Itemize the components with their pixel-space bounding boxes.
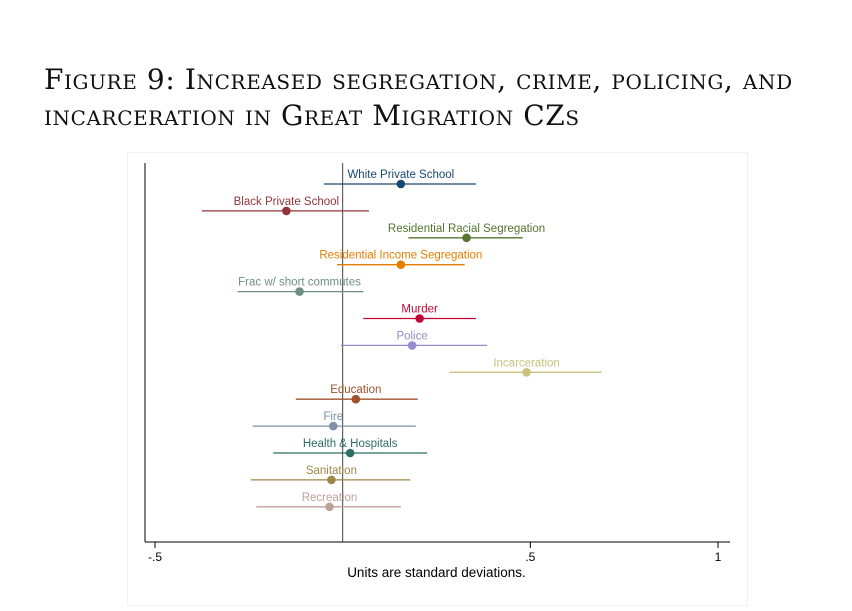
point-frac-w-short-commutes <box>295 287 304 296</box>
series-label-frac-w-short-commutes: Frac w/ short commutes <box>238 277 361 289</box>
series-label-recreation: Recreation <box>302 492 358 504</box>
series-label-murder: Murder <box>401 304 438 316</box>
series-label-black-private-school: Black Private School <box>234 196 339 208</box>
series-label-fire: Fire <box>323 411 343 423</box>
figure-title: Figure 9: Increased segregation, crime, … <box>44 62 834 134</box>
point-sanitation <box>327 475 336 485</box>
point-white-private-school <box>396 179 406 189</box>
series-label-residential-income-segregation: Residential Income Segregation <box>319 250 482 262</box>
point-police <box>407 341 417 350</box>
series-label-education: Education <box>330 384 381 396</box>
figure-title-line-1: Figure 9: Increased segregation, crime, … <box>44 63 793 96</box>
series-label-incarceration: Incarceration <box>493 357 559 369</box>
axes: -.5 .5 1 <box>144 163 730 564</box>
series-label-police: Police <box>396 330 427 342</box>
series-marks: White Private School Black Private School… <box>201 169 602 512</box>
series-label-residential-racial-segregation: Residential Racial Segregation <box>388 223 545 235</box>
figure-title-line-2: incarceration in Great Migration CZs <box>44 99 580 132</box>
series-label-health-hospitals: Health & Hospitals <box>303 438 398 450</box>
point-murder <box>415 314 424 323</box>
chart-panel: -.5 .5 1 White Private School Black Private… <box>127 152 748 606</box>
point-black-private-school <box>282 206 291 216</box>
point-health-hospitals <box>345 448 355 458</box>
series-label-sanitation: Sanitation <box>306 465 357 477</box>
series-label-white-private-school: White Private School <box>347 169 454 181</box>
point-incarceration <box>522 368 531 377</box>
x-tick-label: -.5 <box>148 550 162 564</box>
coefficient-plot: -.5 .5 1 White Private School Black Private… <box>144 163 730 580</box>
x-tick-label: .5 <box>525 550 535 564</box>
point-education <box>351 394 361 404</box>
point-residential-racial-segregation <box>462 233 471 243</box>
x-axis-label: Units are standard deviations. <box>347 565 526 580</box>
point-fire <box>328 421 338 431</box>
x-tick-label: 1 <box>715 550 722 564</box>
point-residential-income-segregation <box>396 260 406 269</box>
point-recreation <box>325 502 334 512</box>
